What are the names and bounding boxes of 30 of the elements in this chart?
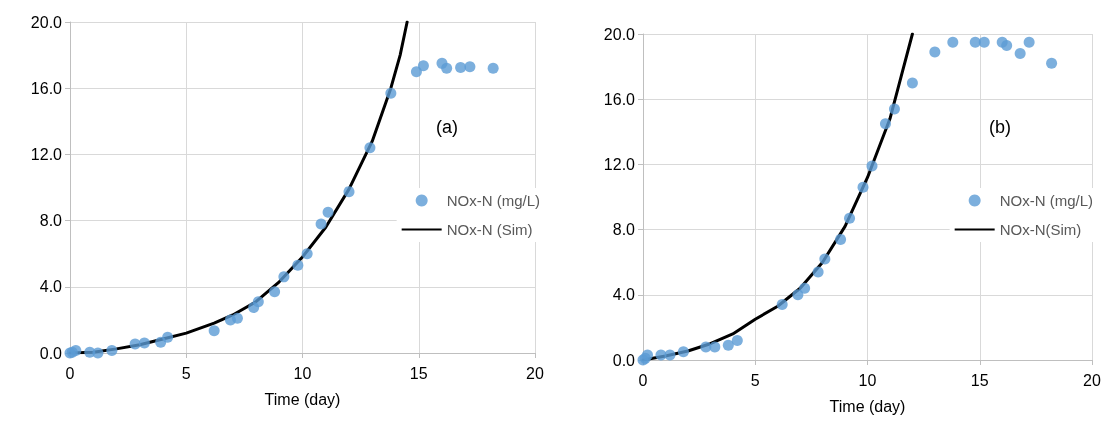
legend-label: NOx-N(Sim) <box>999 221 1082 238</box>
x-tick-label: 0 <box>65 364 75 382</box>
y-tick-label: 20.0 <box>30 13 63 31</box>
legend-label: NOx-N (Sim) <box>446 221 533 238</box>
x-tick-label: 0 <box>638 371 648 389</box>
x-tick-label: 10 <box>293 364 312 382</box>
y-tick-label: 16.0 <box>603 90 636 108</box>
x-axis-title: Time (day) <box>264 390 341 408</box>
y-tick-label: 8.0 <box>39 212 63 230</box>
x-axis-title: Time (day) <box>829 397 906 415</box>
legend-label: NOx-N (mg/L) <box>999 192 1094 209</box>
legend-label: NOx-N (mg/L) <box>446 192 541 209</box>
y-tick-label: 4.0 <box>39 278 63 296</box>
y-tick-label: 16.0 <box>30 79 63 97</box>
x-tick-label: 10 <box>858 371 877 389</box>
x-tick-label: 5 <box>750 371 760 389</box>
x-tick-label: 15 <box>409 364 428 382</box>
y-tick-label: 12.0 <box>603 155 636 173</box>
annotation: (a) <box>436 117 458 137</box>
x-tick-label: 5 <box>181 364 191 382</box>
y-tick-label: 0.0 <box>612 351 636 369</box>
x-tick-label: 20 <box>526 364 544 382</box>
y-tick-label: 12.0 <box>30 145 63 163</box>
y-tick-label: 8.0 <box>612 221 636 239</box>
y-tick-label: 20.0 <box>603 25 636 43</box>
y-tick-label: 4.0 <box>612 286 636 304</box>
x-tick-label: 15 <box>970 371 989 389</box>
x-tick-label: 20 <box>1083 371 1101 389</box>
y-tick-label: 0.0 <box>39 344 63 362</box>
annotation: (b) <box>989 117 1011 137</box>
